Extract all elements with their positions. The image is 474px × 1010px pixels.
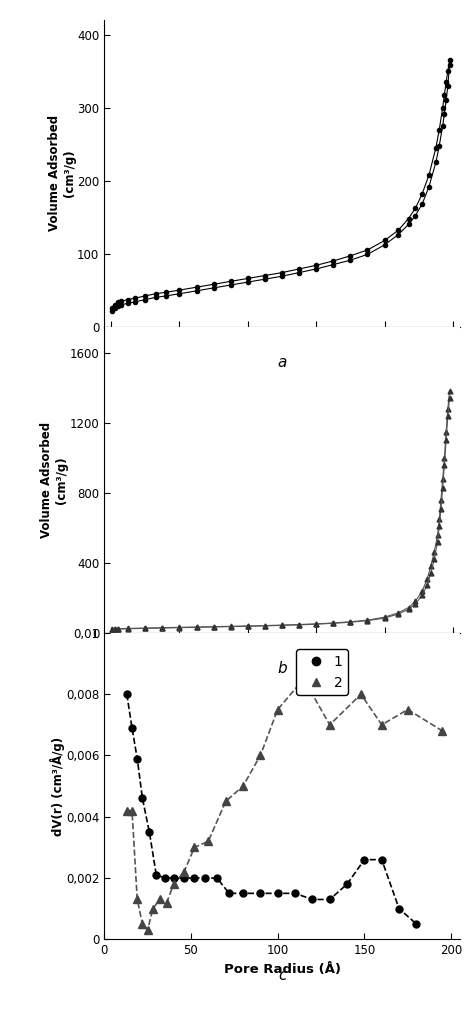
- Y-axis label: dV(r) (cm³/Å/g): dV(r) (cm³/Å/g): [50, 736, 64, 835]
- X-axis label: Relative Pressure (p/pₛ): Relative Pressure (p/pₛ): [193, 656, 371, 670]
- X-axis label: Pore Radius (Å): Pore Radius (Å): [224, 963, 340, 976]
- Text: c: c: [278, 968, 286, 983]
- X-axis label: Relative Pressure (p/pₛ): Relative Pressure (p/pₛ): [193, 350, 371, 363]
- Text: a: a: [277, 355, 287, 370]
- Text: b: b: [277, 662, 287, 677]
- Legend: 1, 2: 1, 2: [296, 649, 348, 695]
- Y-axis label: Volume Adsorbed
(cm³/g): Volume Adsorbed (cm³/g): [48, 115, 76, 231]
- Y-axis label: Volume Adsorbed
(cm³/g): Volume Adsorbed (cm³/g): [40, 422, 68, 537]
